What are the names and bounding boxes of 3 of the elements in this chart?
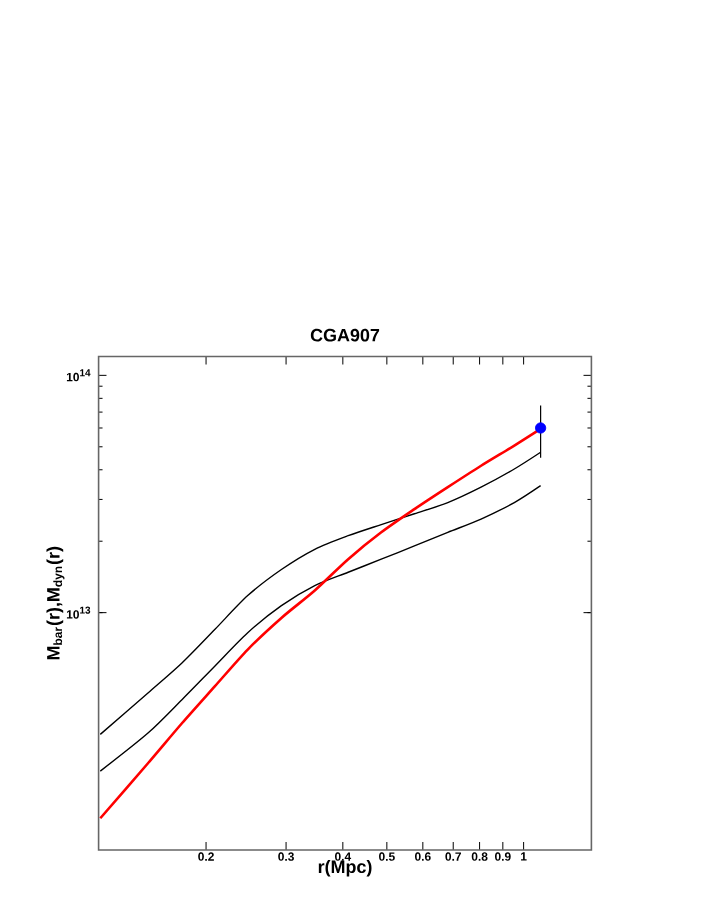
- x-axis-title: r(Mpc): [318, 859, 372, 877]
- y-axis-title: M$_{bar}$(r),M$_{dyn}$(r): [46, 546, 65, 660]
- chart-title: CGA907: [310, 328, 380, 342]
